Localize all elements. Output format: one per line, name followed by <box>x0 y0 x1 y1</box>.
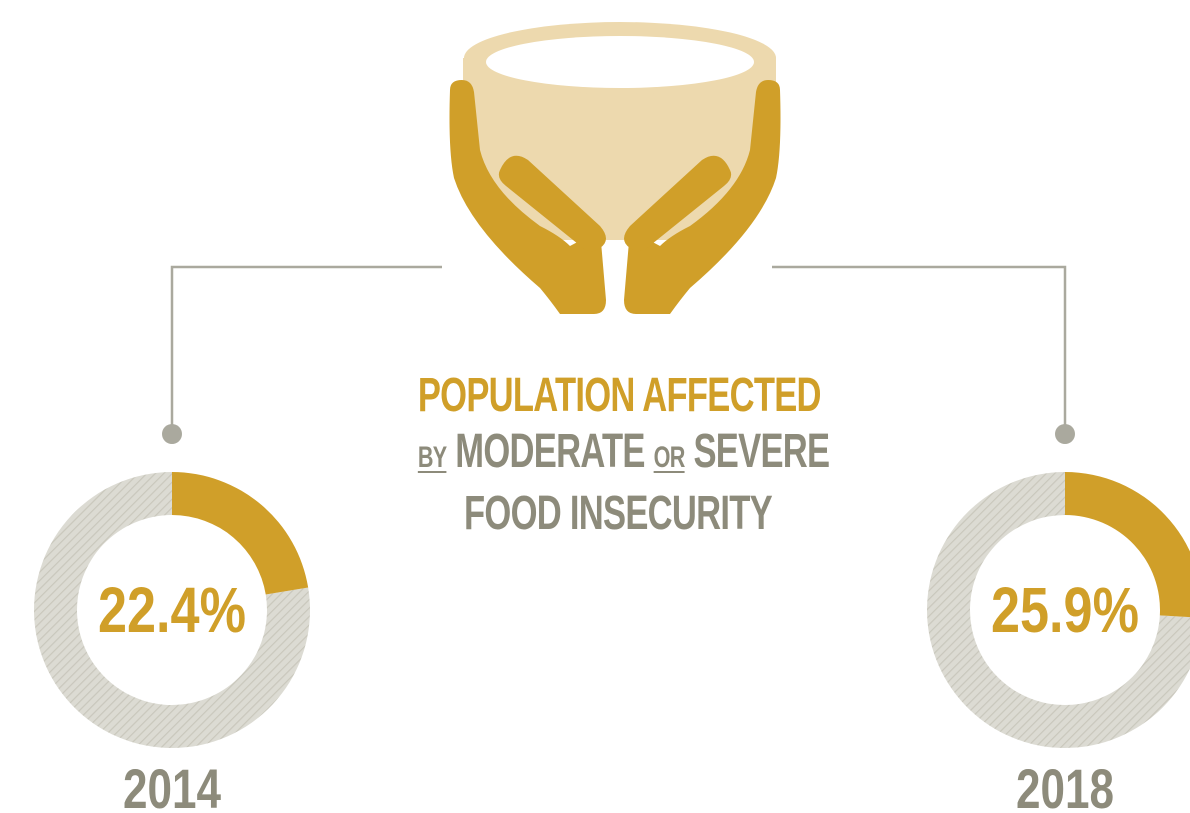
connector-dot-right <box>1055 424 1075 444</box>
left-hand <box>449 80 606 314</box>
connector-right <box>772 265 1067 426</box>
title-line-2: BY MODERATE OR SEVERE <box>417 424 830 486</box>
right-hand <box>624 80 781 314</box>
chart-title: POPULATION AFFECTED BY MODERATE OR SEVER… <box>340 368 896 542</box>
donut-2018: 25.9% 2018 <box>927 472 1190 813</box>
donut-value-slice-2018 <box>1065 472 1190 618</box>
donut-remainder-2014 <box>33 472 310 748</box>
donut-value-label-2018: 25.9% <box>991 574 1139 646</box>
connector-dot-left <box>162 424 182 444</box>
year-label-2018: 2018 <box>1016 757 1114 813</box>
connectors <box>162 265 1075 444</box>
title-word-moderate: MODERATE <box>455 425 645 478</box>
left-thumb <box>498 155 606 252</box>
title-word-severe: SEVERE <box>693 425 830 478</box>
donut-2014: 22.4% 2014 <box>33 472 310 813</box>
right-thumb <box>624 155 732 252</box>
donut-value-slice-2014 <box>172 472 309 595</box>
title-line-3: FOOD INSECURITY <box>464 487 773 540</box>
donut-remainder-2018 <box>927 472 1190 748</box>
bowl-opening <box>486 36 754 88</box>
hands-holding-bowl-icon <box>449 22 781 314</box>
connector-left <box>170 265 442 426</box>
title-line-1: POPULATION AFFECTED <box>417 369 822 422</box>
title-word-by: BY <box>417 441 447 474</box>
donut-charts: 22.4% 2014 25.9% 2018 <box>33 472 1190 813</box>
donut-value-label-2014: 22.4% <box>98 574 246 646</box>
title-word-or: OR <box>653 441 686 474</box>
year-label-2014: 2014 <box>123 757 221 813</box>
